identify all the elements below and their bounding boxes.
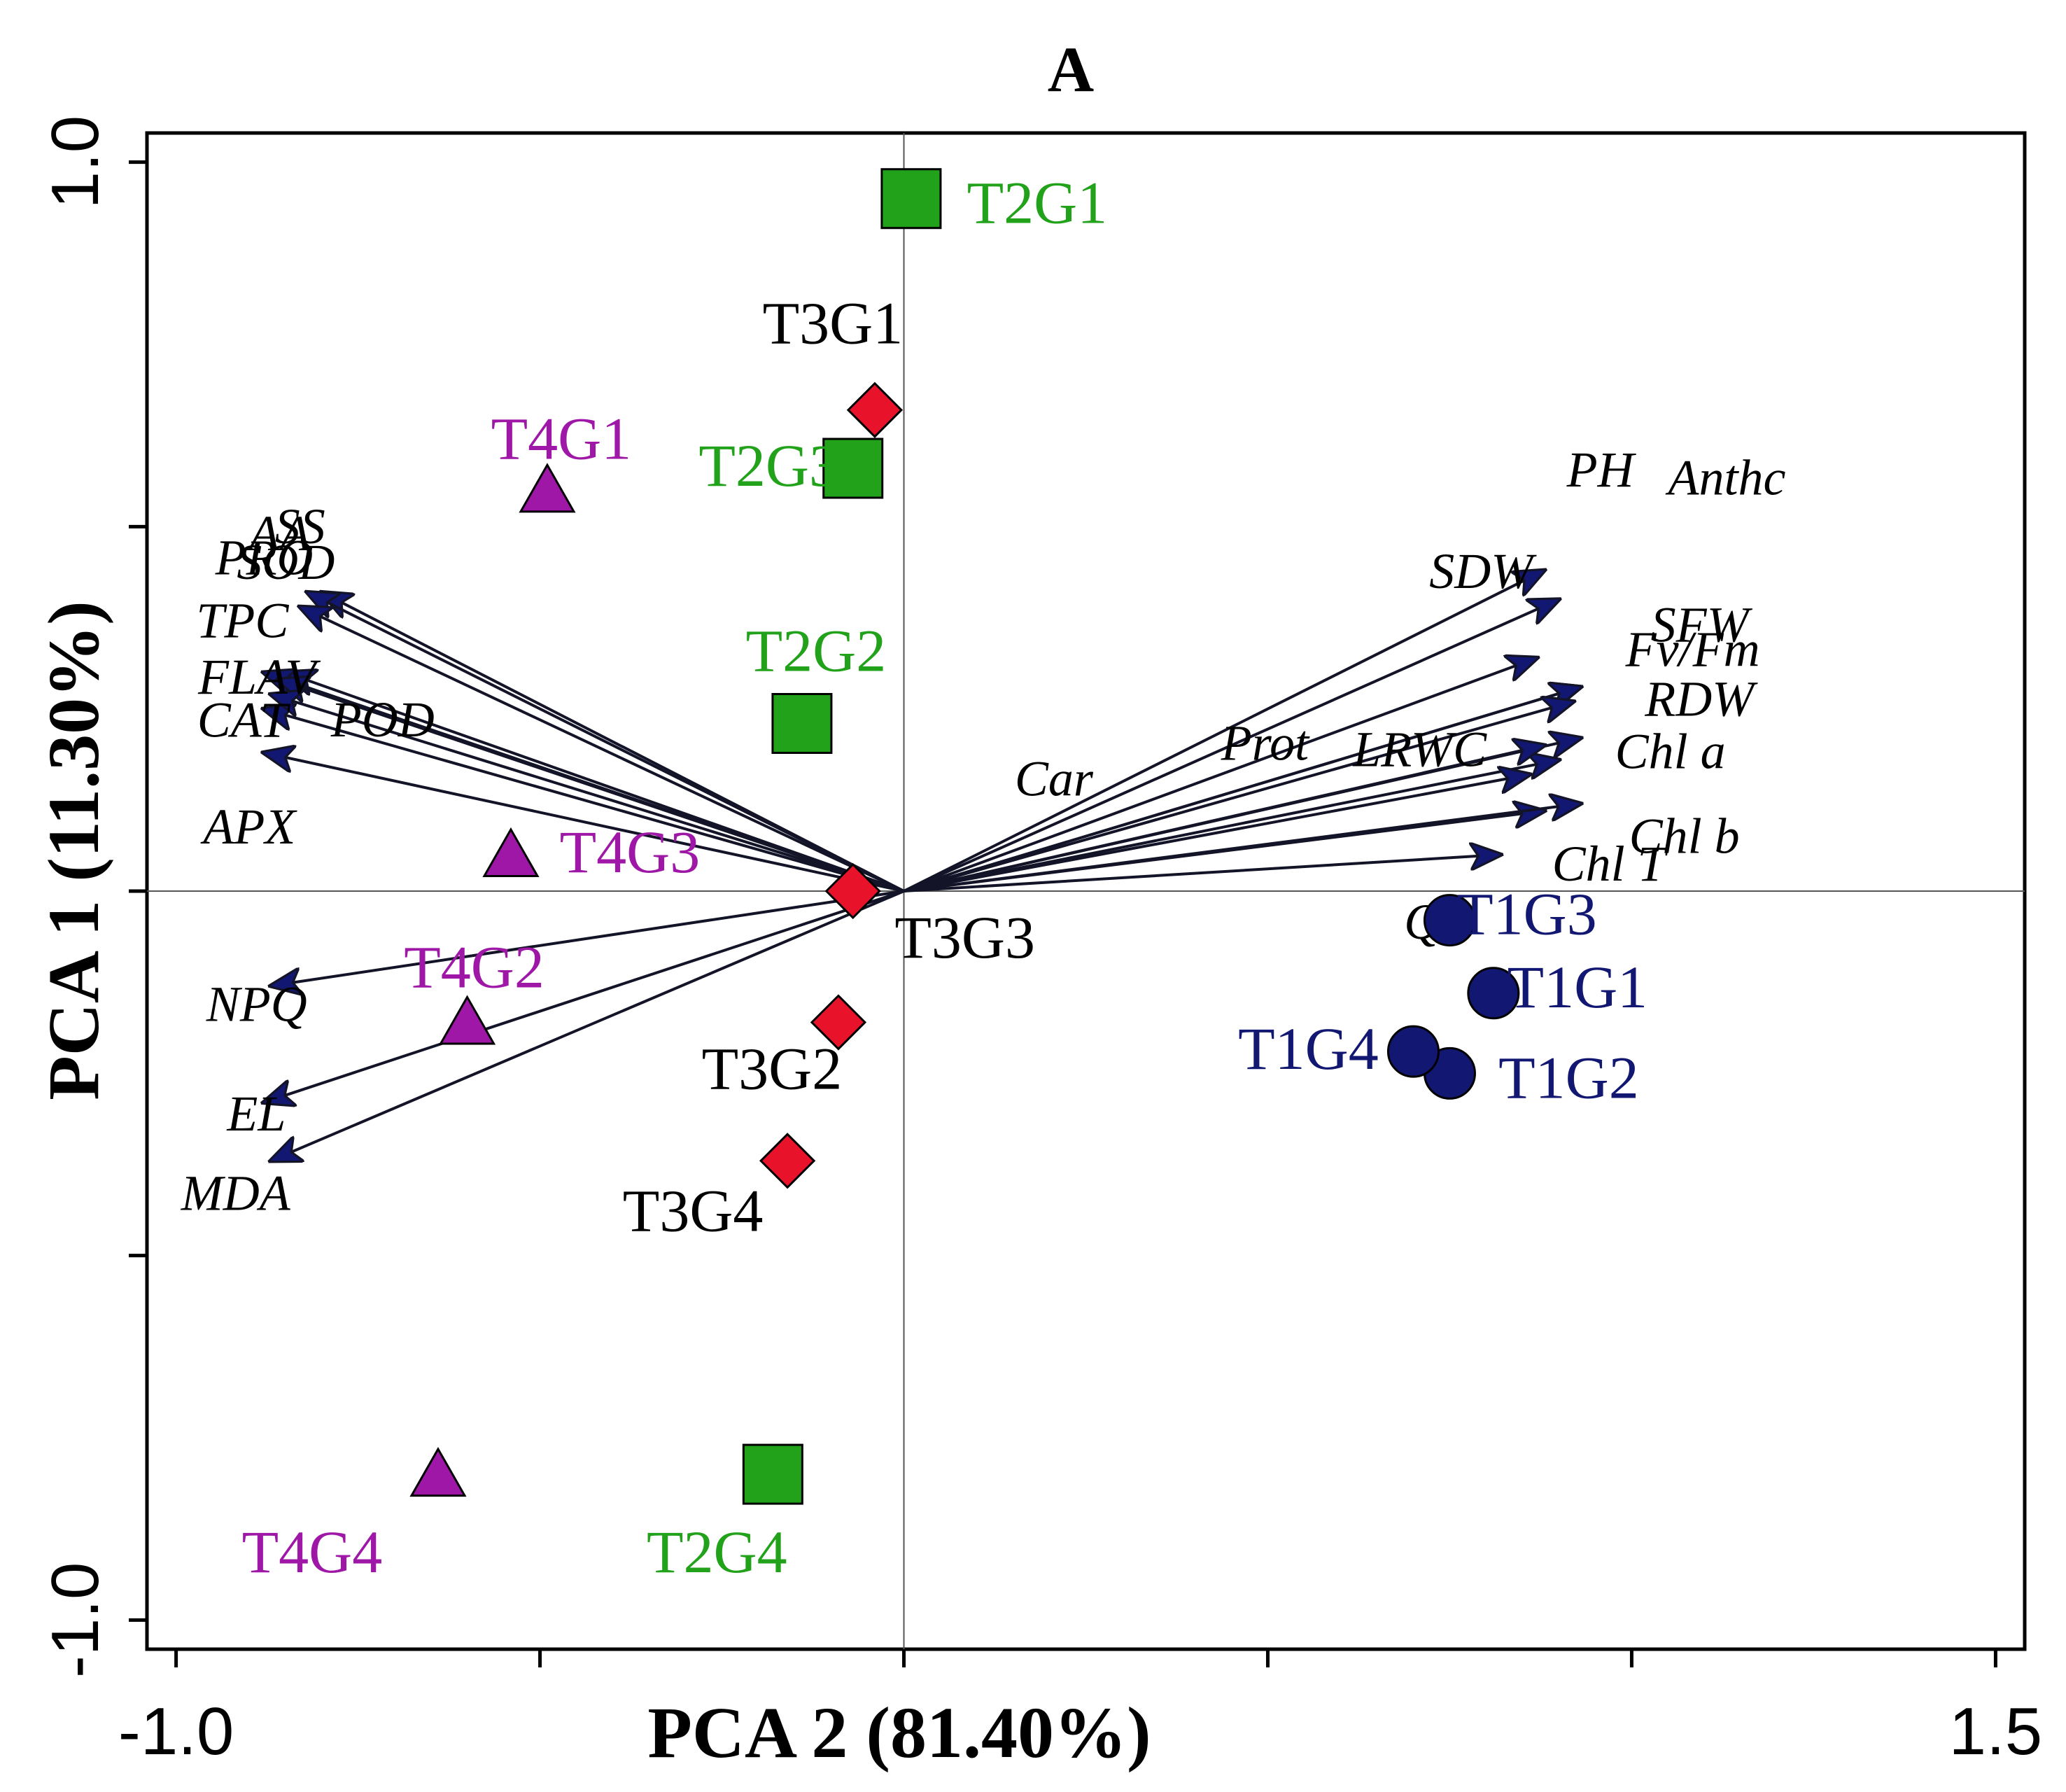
loading-arrow <box>903 687 1581 892</box>
point-label: T2G3 <box>698 432 839 499</box>
triangle-marker <box>519 463 576 513</box>
point-label: T1G4 <box>1238 1015 1379 1082</box>
loading-label: MDA <box>181 1165 291 1221</box>
loading-label: LRWC <box>1352 721 1487 777</box>
loading-label: APX <box>200 799 297 855</box>
circle-marker <box>1467 967 1520 1020</box>
loading-label: Chl a <box>1615 724 1726 780</box>
triangle-marker <box>482 827 540 878</box>
diamond-marker <box>759 1133 816 1189</box>
loading-arrow <box>904 855 1501 892</box>
point-label: T2G2 <box>746 617 887 684</box>
triangle-marker <box>409 1447 467 1497</box>
loading-arrow <box>903 701 1574 892</box>
loading-label: Car <box>1015 750 1094 806</box>
point-label: T4G3 <box>560 818 701 886</box>
y-tick-label: 1.0 <box>38 115 113 209</box>
loading-label: EL <box>226 1086 286 1142</box>
loading-label: RDW <box>1644 671 1758 727</box>
point-label: T1G1 <box>1508 953 1648 1021</box>
x-axis-title: PCA 2 (81.40%) <box>647 1693 1151 1773</box>
loading-arrow <box>903 599 1559 892</box>
loading-arrow <box>271 694 905 892</box>
loading-arrow <box>300 607 905 892</box>
point-label: T4G2 <box>404 933 544 1000</box>
point-label: T1G2 <box>1498 1044 1639 1111</box>
loading-arrow <box>278 680 905 892</box>
chart-title: A <box>1048 34 1094 105</box>
square-marker <box>771 692 833 754</box>
circle-marker <box>1386 1025 1440 1078</box>
loading-label: SDW <box>1429 543 1537 599</box>
point-label: T2G4 <box>647 1518 787 1586</box>
loading-label: POD <box>330 692 435 748</box>
point-label: T4G1 <box>491 405 632 472</box>
point-label: T1G3 <box>1456 881 1597 948</box>
loading-label: Fv/Fm <box>1625 621 1760 677</box>
loading-arrow <box>903 658 1538 892</box>
square-marker <box>742 1443 803 1505</box>
loading-label: Chl b <box>1629 808 1740 864</box>
loading-arrow <box>307 592 905 892</box>
point-label: T3G4 <box>623 1177 764 1244</box>
loading-arrow <box>271 890 904 986</box>
loading-label: CAT <box>197 692 291 748</box>
diamond-marker <box>810 994 867 1051</box>
loading-arrow <box>904 746 1545 892</box>
loading-label: PH <box>1566 442 1637 498</box>
loading-arrow <box>263 890 905 1102</box>
loading-arrow <box>263 752 904 892</box>
loading-arrow <box>271 890 905 1161</box>
square-marker <box>880 168 942 230</box>
diamond-marker <box>824 862 881 920</box>
circle-marker <box>1423 894 1476 947</box>
x-tick-label: 1.5 <box>1949 1694 2042 1769</box>
loading-label: AA <box>246 505 311 561</box>
diamond-marker <box>846 382 904 438</box>
point-label: T3G3 <box>894 904 1035 971</box>
point-label: T2G1 <box>967 169 1108 237</box>
x-tick-label: -1.0 <box>118 1694 234 1769</box>
loading-label: TPC <box>196 593 289 649</box>
y-axis-title: PCA 1 (11.30%) <box>34 601 114 1100</box>
point-label: T4G4 <box>242 1518 383 1586</box>
point-label: T3G1 <box>763 290 904 357</box>
point-label: T3G2 <box>702 1035 843 1102</box>
square-marker <box>822 438 884 499</box>
loading-arrow <box>904 774 1530 892</box>
loading-arrow <box>263 709 905 892</box>
triangle-marker <box>438 995 496 1045</box>
loading-label: FLAV <box>197 649 321 705</box>
loading-label: Chl T <box>1552 836 1669 892</box>
loading-label: SS <box>275 498 325 554</box>
loading-label: Anthc <box>1665 449 1785 505</box>
loading-label: NPQ <box>206 976 307 1032</box>
loading-arrow <box>904 804 1581 892</box>
loading-label: Prot <box>1221 715 1310 771</box>
y-tick-label: -1.0 <box>38 1562 113 1678</box>
loading-label: PRO <box>215 530 314 586</box>
loading-arrow <box>903 570 1545 892</box>
loading-label: SFW <box>1651 596 1753 652</box>
loading-label: SOD <box>237 534 335 590</box>
loading-arrow <box>904 760 1559 892</box>
